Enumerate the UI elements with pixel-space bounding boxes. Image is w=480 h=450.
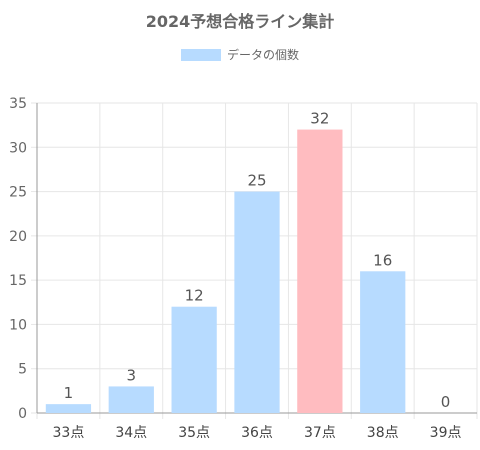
data-label: 3 — [127, 366, 137, 384]
y-tick-label: 5 — [18, 362, 27, 378]
x-tick-label: 38点 — [367, 425, 399, 441]
y-tick-label: 15 — [9, 273, 27, 289]
x-tick-label: 33点 — [53, 425, 85, 441]
data-label: 12 — [185, 287, 204, 305]
bar[interactable] — [297, 129, 343, 414]
x-tick-label: 34点 — [115, 425, 147, 441]
y-tick-label: 35 — [9, 96, 27, 112]
y-tick-label: 20 — [9, 229, 27, 245]
chart-title: 2024予想合格ライン集計 — [145, 12, 335, 31]
y-tick-label: 25 — [9, 185, 27, 201]
x-tick-label: 37点 — [304, 425, 336, 441]
bar[interactable] — [108, 386, 154, 413]
legend-swatch — [180, 48, 221, 61]
bar[interactable] — [171, 306, 217, 413]
legend[interactable]: データの個数 — [0, 46, 480, 63]
bar-layer — [45, 129, 406, 414]
data-label: 25 — [247, 172, 266, 190]
x-tick-label: 39点 — [430, 425, 462, 441]
data-label: 1 — [64, 384, 74, 402]
data-label: 32 — [310, 110, 329, 128]
data-label: 16 — [373, 251, 392, 269]
legend-label: データの個数 — [226, 48, 299, 62]
data-label: 0 — [441, 393, 451, 411]
bar[interactable] — [45, 404, 92, 413]
bar[interactable] — [234, 191, 280, 413]
x-tick-label: 36点 — [241, 425, 273, 441]
bar[interactable] — [360, 271, 406, 413]
x-tick-label: 35点 — [178, 425, 210, 441]
y-tick-label: 0 — [18, 406, 27, 422]
label-layer: 1 3 12 25 32 16 0 — [64, 110, 451, 411]
y-tick-label: 10 — [9, 317, 27, 333]
y-tick-label: 30 — [9, 140, 27, 156]
